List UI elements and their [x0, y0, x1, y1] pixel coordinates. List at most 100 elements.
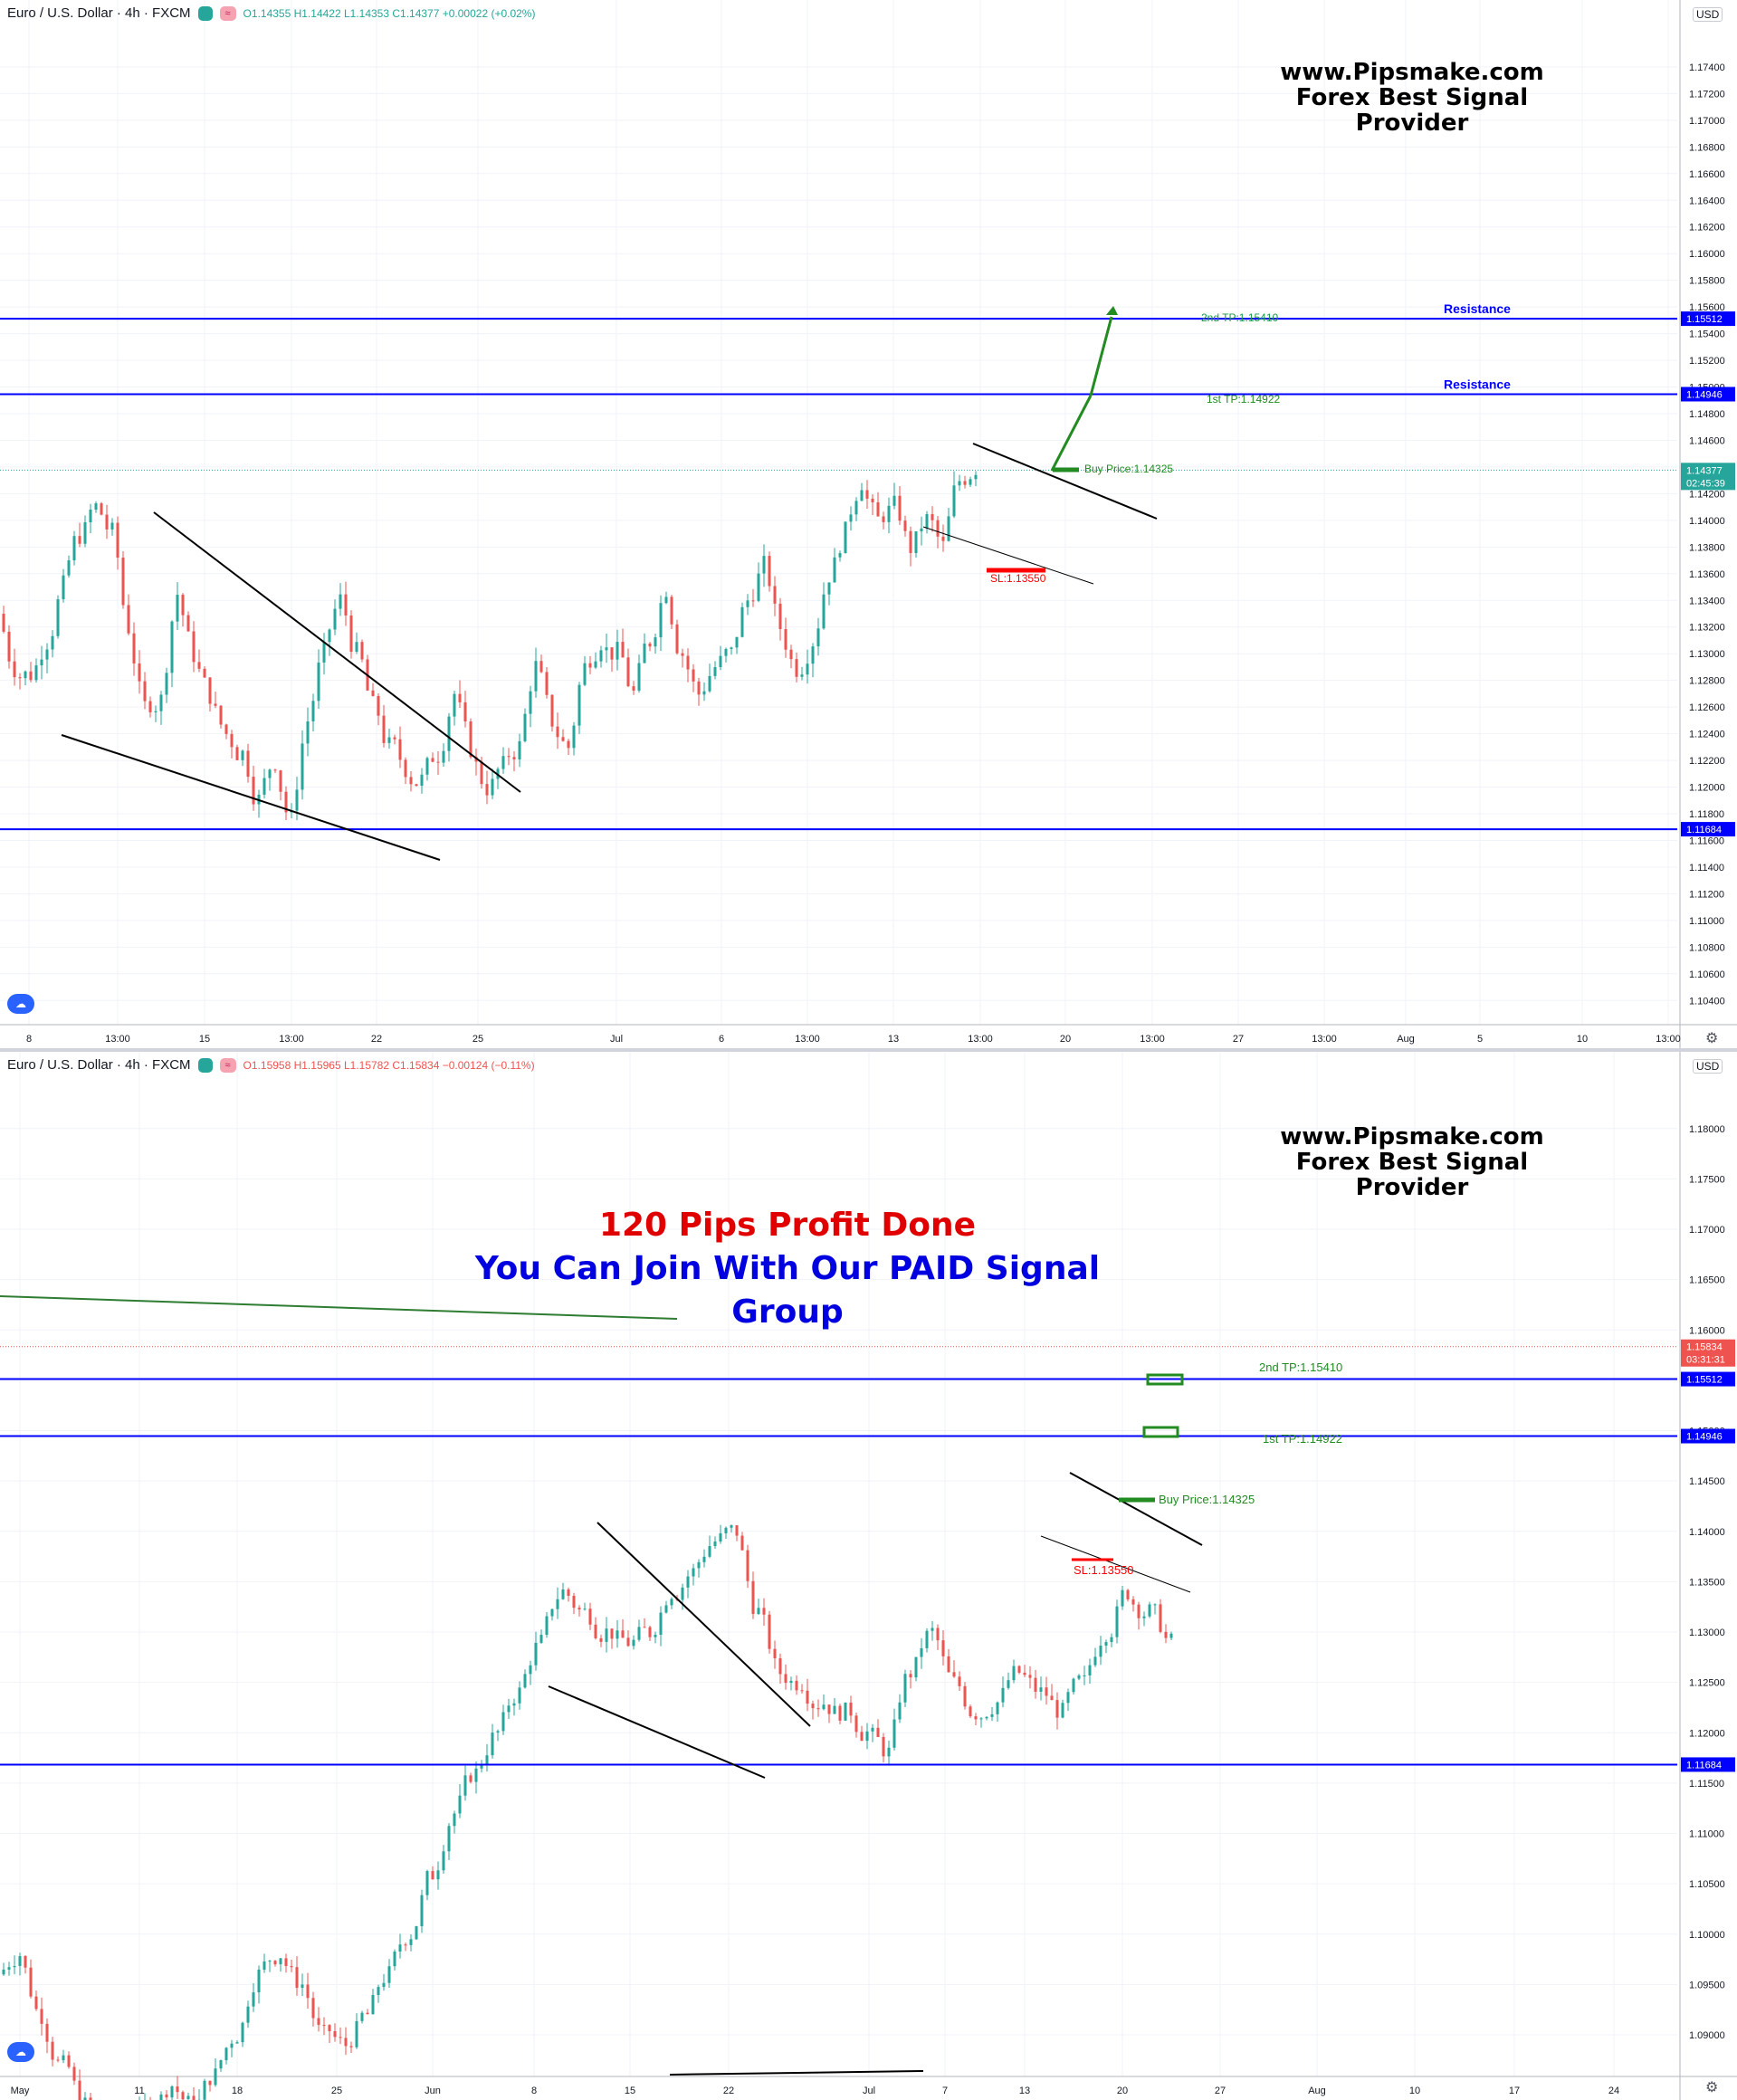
candle-body [539, 1635, 543, 1643]
waves-toggle-icon[interactable]: ≈ [219, 5, 236, 21]
candle-body [13, 661, 16, 678]
candle-body [469, 721, 472, 758]
tradingview-cloud-icon[interactable]: ☁ [7, 2042, 34, 2062]
x-tick-label: 5 [1477, 1034, 1483, 1045]
candle-body [692, 1568, 695, 1577]
y-tick-label: 1.12600 [1689, 702, 1725, 713]
current-price-label: 1.15834 [1686, 1342, 1723, 1353]
candle-body [1017, 1666, 1021, 1673]
candle-body [393, 1952, 396, 1967]
level-note: Resistance [1444, 301, 1511, 316]
candle-body [518, 740, 521, 759]
candle-body [295, 1967, 299, 1989]
candle-body [844, 521, 847, 554]
candle-body [1055, 1700, 1059, 1718]
candle-body [176, 2086, 179, 2093]
x-tick-label: 13:00 [279, 1034, 304, 1045]
candle-body [1148, 1604, 1151, 1617]
candle-body [170, 621, 174, 673]
candle-body [40, 2009, 43, 2024]
candle-body [556, 726, 559, 738]
candle-body [974, 1716, 978, 1720]
promo-join: You Can Join With Our PAID Signal Group [474, 1250, 1101, 1331]
candle-body [127, 605, 130, 634]
candle-body [507, 756, 511, 758]
x-tick-label: 7 [942, 2086, 948, 2096]
x-tick-label: 13 [888, 1034, 899, 1045]
candle-body [252, 777, 255, 805]
currency-badge[interactable]: USD [1693, 1059, 1723, 1074]
candle-body [219, 2060, 223, 2069]
level-price-tag [1681, 387, 1735, 402]
panel-divider[interactable] [0, 1048, 1737, 1052]
candle-body [903, 520, 907, 531]
candle-body [941, 536, 945, 541]
candle-body [773, 1648, 777, 1659]
candle-body [898, 1702, 902, 1720]
candle-body [371, 690, 375, 696]
waves-toggle-icon[interactable]: ≈ [219, 1057, 236, 1073]
candle-body [404, 759, 407, 778]
candle-body [529, 691, 532, 714]
level-price-label: 1.11684 [1686, 825, 1722, 835]
y-tick-label: 1.13800 [1689, 542, 1725, 553]
candle-body [257, 1969, 261, 1993]
candle-body [675, 624, 679, 654]
y-tick-label: 1.16800 [1689, 142, 1725, 153]
gear-icon[interactable]: ⚙ [1705, 2080, 1719, 2095]
candle-body [800, 1690, 804, 1692]
candle-body [339, 594, 342, 609]
candle-body [24, 671, 27, 679]
candle-body [273, 1961, 277, 1965]
gear-icon[interactable]: ⚙ [1705, 1031, 1719, 1046]
candle-body [485, 1755, 489, 1764]
candle-body [138, 663, 141, 682]
candle-body [512, 1703, 516, 1706]
y-tick-label: 1.17500 [1689, 1174, 1725, 1185]
candle-body [224, 724, 228, 734]
candle-body [507, 1705, 511, 1713]
candle-body [1039, 1687, 1043, 1692]
candle-body [827, 582, 831, 595]
x-tick-label: 11 [134, 2086, 144, 2096]
ohlc-readout: O1.15958 H1.15965 L1.15782 C1.15834 −0.0… [243, 1058, 535, 1072]
level-price-label: 1.15512 [1686, 1375, 1723, 1386]
candle-body [599, 650, 603, 662]
y-tick-label: 1.12500 [1689, 1678, 1725, 1689]
candle-body [621, 642, 625, 658]
candle-body [29, 1967, 33, 1997]
candle-body [425, 1871, 429, 1895]
candle-body [621, 1630, 625, 1638]
candle-body [757, 573, 760, 601]
chart-panel-bottom[interactable]: 1.18000 1.17500 1.17000 1.16500 1.16000 1.155… [0, 1052, 1737, 2100]
candle-body [203, 668, 206, 678]
candle-body [762, 556, 766, 574]
chart-canvas-bottom[interactable]: 1.18000 1.17500 1.17000 1.16500 1.16000 1.155… [0, 1052, 1737, 2100]
x-tick-label: Jul [610, 1034, 623, 1045]
x-tick-label: 20 [1117, 2086, 1128, 2096]
tradingview-cloud-icon[interactable]: ☁ [7, 994, 34, 1014]
candle-body [7, 1967, 11, 1970]
level-price-label: 1.11684 [1686, 1760, 1722, 1771]
candle-body [89, 2097, 92, 2100]
currency-badge[interactable]: USD [1693, 7, 1723, 22]
candle-body [865, 1731, 869, 1742]
candle-body [659, 603, 663, 638]
y-tick-label: 1.14800 [1689, 409, 1725, 420]
promo-banner: 120 Pips Profit Done You Can Join With O… [425, 1204, 1150, 1334]
y-tick-label: 1.12800 [1689, 676, 1725, 687]
chart-panel-top[interactable]: 1.17400 1.17200 1.17000 1.16800 1.16600 1.164… [0, 0, 1737, 1052]
symbol-title[interactable]: Euro / U.S. Dollar · 4h · FXCM [7, 1057, 191, 1073]
buy-label: Buy Price:1.14325 [1159, 1493, 1255, 1506]
x-tick-label: 25 [331, 2086, 342, 2096]
candle-body [740, 1535, 744, 1551]
candle-body [262, 778, 266, 795]
chart-canvas-top[interactable]: 1.17400 1.17200 1.17000 1.16800 1.16600 1.164… [0, 0, 1737, 1048]
candle-body [996, 1702, 999, 1714]
candle-body [252, 1992, 255, 2007]
candle-body [1023, 1672, 1026, 1675]
candle-body [806, 1690, 809, 1704]
candle-body [773, 586, 777, 604]
x-tick-label: Aug [1308, 2086, 1326, 2096]
symbol-title[interactable]: Euro / U.S. Dollar · 4h · FXCM [7, 5, 191, 21]
